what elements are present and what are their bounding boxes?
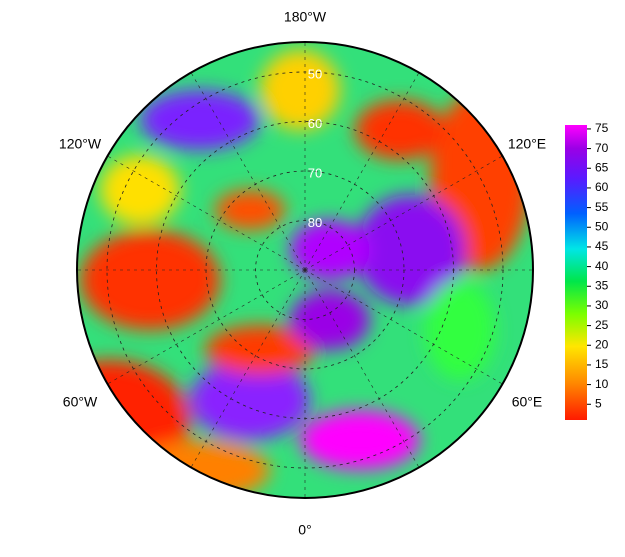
latitude-label: 70 xyxy=(308,165,322,180)
colorbar-tick-label: 15 xyxy=(595,357,609,371)
colorbar-tick-label: 25 xyxy=(595,318,609,332)
colorbar-tick-label: 5 xyxy=(595,396,602,410)
latitude-label: 60 xyxy=(308,116,322,131)
colorbar-tick-label: 35 xyxy=(595,278,609,292)
meridian xyxy=(304,269,420,468)
meridian xyxy=(107,269,306,385)
latitude-label: 50 xyxy=(308,66,322,81)
meridian xyxy=(304,72,420,271)
meridian xyxy=(107,155,306,271)
colorbar-tick-label: 45 xyxy=(595,239,609,253)
colorbar-tick-label: 65 xyxy=(595,160,609,174)
colorbar-tick-label: 75 xyxy=(595,121,609,135)
longitude-label: 0° xyxy=(298,522,311,538)
colorbar-tick-label: 30 xyxy=(595,298,609,312)
latitude-label: 80 xyxy=(308,215,322,230)
meridian xyxy=(304,269,503,385)
colorbar xyxy=(565,125,587,420)
graticule: 50 60 70 80 xyxy=(77,42,533,498)
colorbar-tick-label: 20 xyxy=(595,337,609,351)
colorbar-tick-label: 60 xyxy=(595,180,609,194)
colorbar-tick-label: 50 xyxy=(595,219,609,233)
meridian xyxy=(190,269,306,468)
longitude-label: 180°W xyxy=(284,9,327,25)
longitude-label: 60°W xyxy=(63,394,98,410)
colorbar-tick-label: 10 xyxy=(595,377,609,391)
colorbar-tick-label: 40 xyxy=(595,259,609,273)
colorbar-tick-label: 70 xyxy=(595,141,609,155)
meridian xyxy=(190,72,306,271)
colorbar-tick-label: 55 xyxy=(595,200,609,214)
map-boundary xyxy=(76,41,534,499)
longitude-label: 120°W xyxy=(59,136,102,152)
colorbar-ticks: 5 10 15 20 25 30 35 40 45 50 55 60 65 70 75 xyxy=(587,121,609,410)
meridian xyxy=(304,155,503,271)
longitude-label: 60°E xyxy=(512,394,543,410)
longitude-label: 120°E xyxy=(508,136,546,152)
